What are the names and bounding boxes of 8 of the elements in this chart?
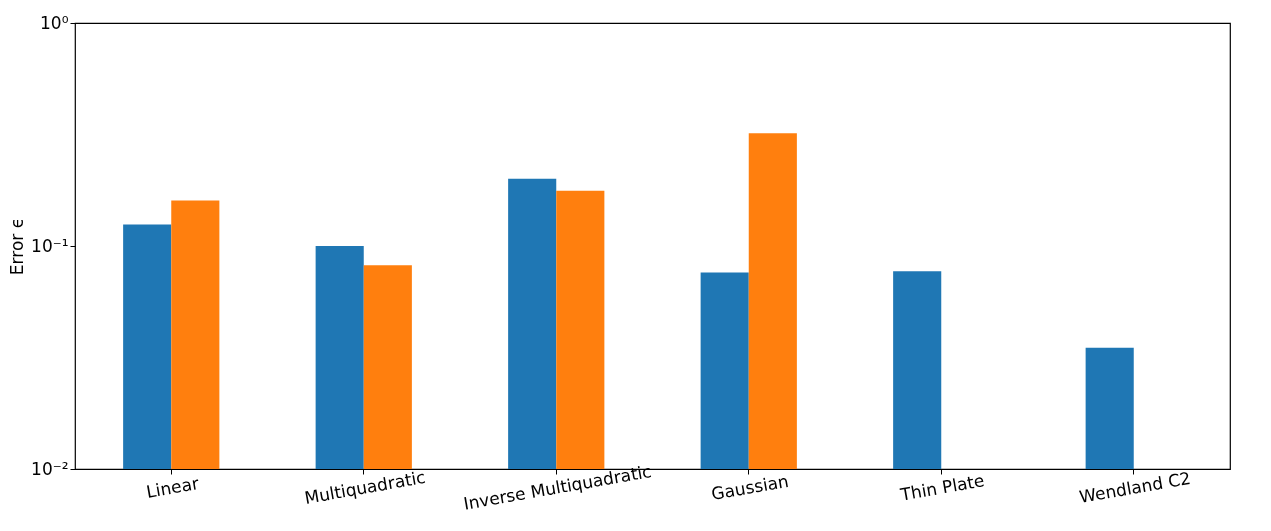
y-tick-label: 10⁻² — [31, 458, 69, 479]
x-tick-label: Linear — [144, 472, 201, 502]
x-tick-label: Thin Plate — [898, 470, 986, 505]
y-tick-label: 10⁻¹ — [31, 235, 69, 256]
y-axis-title: Error ϵ — [7, 217, 28, 276]
y-tick-label: 10⁰ — [40, 12, 69, 33]
x-tick-label: Wendland C2 — [1077, 467, 1193, 508]
x-tick-label: Gaussian — [709, 470, 791, 505]
